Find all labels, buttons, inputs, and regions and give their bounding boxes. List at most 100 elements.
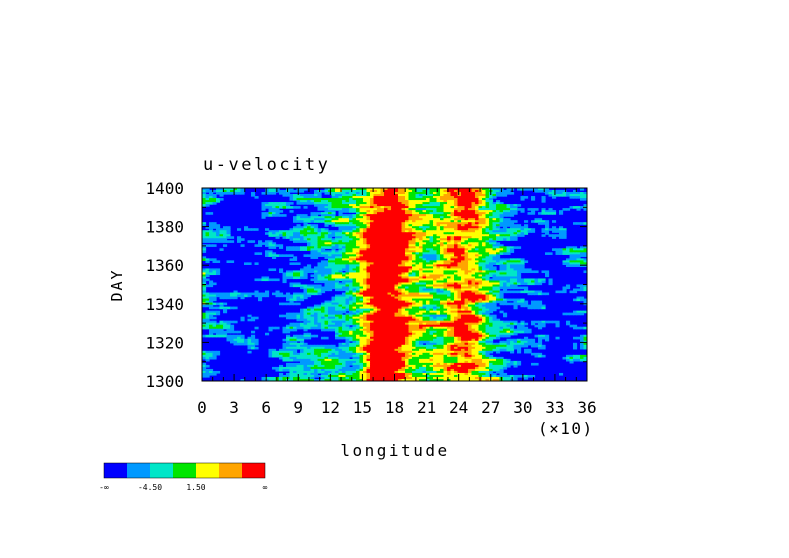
field-cell <box>394 256 399 259</box>
field-cell <box>426 218 431 221</box>
field-cell <box>562 260 567 263</box>
field-cell <box>440 204 445 207</box>
field-cell <box>209 298 214 302</box>
field-cell <box>496 296 501 300</box>
field-cell <box>457 264 462 268</box>
field-cell <box>461 224 466 227</box>
field-cell <box>478 302 483 306</box>
field-cell <box>314 318 319 322</box>
field-cell <box>408 210 413 213</box>
field-cell <box>370 282 375 286</box>
field-cell <box>506 222 511 225</box>
field-cell <box>300 246 305 249</box>
field-cell <box>363 262 368 265</box>
field-cell <box>436 324 441 328</box>
field-cell <box>366 268 371 272</box>
field-cell <box>366 196 371 199</box>
field-cell <box>471 266 476 270</box>
field-cell <box>366 248 371 251</box>
field-cell <box>202 256 207 259</box>
field-cell <box>429 314 434 318</box>
field-cell <box>314 266 319 270</box>
field-cell <box>317 278 322 282</box>
field-cell <box>503 250 508 253</box>
field-cell <box>464 220 469 223</box>
field-cell <box>573 190 578 193</box>
field-cell <box>342 188 347 191</box>
field-cell <box>352 256 357 259</box>
field-cell <box>482 216 487 219</box>
field-cell <box>496 190 501 193</box>
field-cell <box>471 272 476 276</box>
field-cell <box>475 320 480 324</box>
field-cell <box>342 284 347 288</box>
field-cell <box>450 286 455 290</box>
field-cell <box>268 244 273 247</box>
field-cell <box>475 280 480 284</box>
field-cell <box>489 252 494 255</box>
field-cell <box>429 242 434 245</box>
field-cell <box>429 286 434 290</box>
field-cell <box>265 192 270 195</box>
field-cell <box>363 190 368 193</box>
field-cell <box>499 224 504 227</box>
field-cell <box>461 308 466 312</box>
field-cell <box>503 276 508 280</box>
field-cell <box>398 286 403 290</box>
field-cell <box>475 218 480 221</box>
field-cell <box>265 240 270 243</box>
field-cell <box>394 266 399 270</box>
field-cell <box>205 322 210 326</box>
field-cell <box>475 208 480 211</box>
field-cell <box>321 318 326 322</box>
field-cell <box>272 206 277 209</box>
field-cell <box>373 306 378 310</box>
field-cell <box>303 196 308 199</box>
field-cell <box>419 300 424 304</box>
field-cell <box>492 236 497 239</box>
field-cell <box>209 294 214 298</box>
field-cell <box>314 320 319 324</box>
field-cell <box>485 288 490 292</box>
field-cell <box>377 264 382 268</box>
field-cell <box>440 190 445 193</box>
field-cell <box>286 248 291 251</box>
field-cell <box>492 190 497 193</box>
field-cell <box>338 258 343 261</box>
field-cell <box>331 190 336 193</box>
field-cell <box>401 264 406 268</box>
field-cell <box>275 210 280 213</box>
field-cell <box>517 278 522 282</box>
field-cell <box>387 240 392 243</box>
field-cell <box>363 260 368 263</box>
field-cell <box>335 220 340 223</box>
field-cell <box>317 216 322 219</box>
field-cell <box>324 284 329 288</box>
field-cell <box>531 322 536 326</box>
field-cell <box>471 304 476 308</box>
field-cell <box>202 290 207 294</box>
field-cell <box>401 248 406 251</box>
field-cell <box>219 230 224 233</box>
field-cell <box>202 258 207 261</box>
field-cell <box>545 270 550 274</box>
field-cell <box>583 260 587 263</box>
field-cell <box>573 310 578 314</box>
field-cell <box>286 270 291 274</box>
field-cell <box>440 236 445 239</box>
field-cell <box>387 264 392 268</box>
field-cell <box>443 238 448 241</box>
field-cell <box>496 200 501 203</box>
field-cell <box>300 294 305 298</box>
field-cell <box>429 218 434 221</box>
field-cell <box>370 276 375 280</box>
field-cell <box>300 318 305 322</box>
field-cell <box>331 224 336 227</box>
field-cell <box>464 308 469 312</box>
field-cell <box>380 222 385 225</box>
field-cell <box>503 218 508 221</box>
field-cell <box>583 208 587 211</box>
field-cell <box>503 274 508 278</box>
field-cell <box>447 296 452 300</box>
field-cell <box>503 300 508 304</box>
